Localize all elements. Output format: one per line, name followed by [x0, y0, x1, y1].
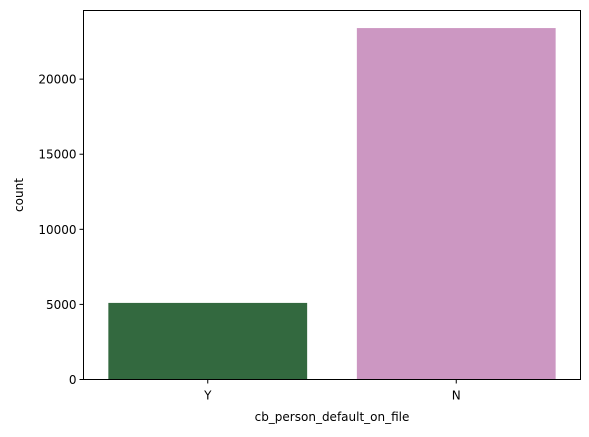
- plot-frame: [83, 10, 581, 380]
- y-axis: 0 5000 10000 15000 20000: [38, 73, 84, 387]
- bars-layer: [108, 28, 556, 380]
- y-tick-label: 0: [69, 373, 77, 387]
- y-tick-label: 5000: [46, 298, 77, 312]
- y-tick-label: 20000: [38, 73, 76, 87]
- y-axis-label: count: [12, 178, 26, 212]
- y-tick-label: 10000: [38, 223, 76, 237]
- bar-Y: [108, 302, 308, 380]
- x-axis-label: cb_person_default_on_file: [255, 410, 410, 424]
- bar-N: [356, 28, 556, 380]
- x-tick-label: N: [452, 389, 461, 403]
- x-tick-label: Y: [203, 389, 212, 403]
- y-tick-label: 15000: [38, 148, 76, 162]
